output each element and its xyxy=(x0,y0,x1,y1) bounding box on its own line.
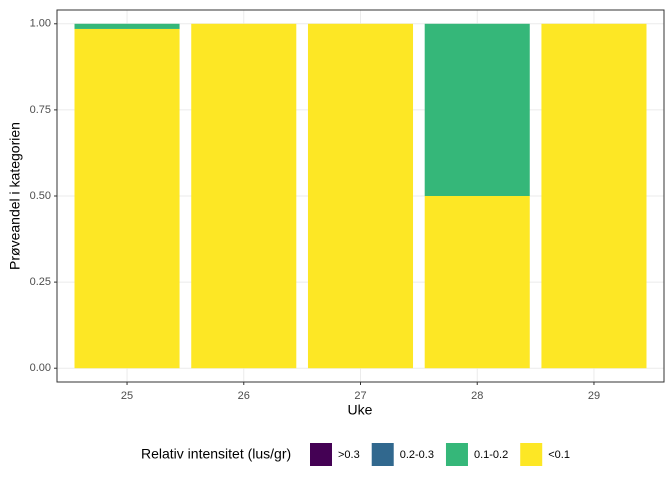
legend-label: >0.3 xyxy=(338,449,360,461)
legend-title: Relativ intensitet (lus/gr) xyxy=(141,446,291,462)
y-tick-label: 0.75 xyxy=(30,104,51,116)
bar-segment xyxy=(74,23,180,29)
x-axis-title: Uke xyxy=(348,402,373,418)
x-tick-label: 29 xyxy=(588,390,600,402)
y-tick-label: 1.00 xyxy=(30,18,51,30)
bar-segment xyxy=(541,23,647,369)
legend-key xyxy=(310,443,332,466)
y-tick-label: 0.00 xyxy=(30,362,51,374)
y-axis-title: Prøveandel i kategorien xyxy=(7,122,23,270)
legend-key xyxy=(520,443,543,466)
bar-segment xyxy=(307,23,414,369)
legend-label: 0.2-0.3 xyxy=(400,449,434,461)
legend-label: <0.1 xyxy=(548,449,570,461)
bar-segment xyxy=(74,28,180,369)
legend-label: 0.1-0.2 xyxy=(474,449,508,461)
legend-key xyxy=(371,443,394,466)
bar-segment xyxy=(424,196,530,369)
x-tick-label: 26 xyxy=(238,390,250,402)
bar-segment xyxy=(191,23,297,369)
y-tick-label: 0.50 xyxy=(30,190,51,202)
y-tick-label: 0.25 xyxy=(30,276,51,288)
x-tick-label: 28 xyxy=(471,390,483,402)
x-tick-label: 27 xyxy=(354,390,366,402)
x-tick-label: 25 xyxy=(121,390,133,402)
panel-border xyxy=(56,9,665,383)
bar-segment xyxy=(424,23,530,197)
legend-key xyxy=(445,443,468,466)
